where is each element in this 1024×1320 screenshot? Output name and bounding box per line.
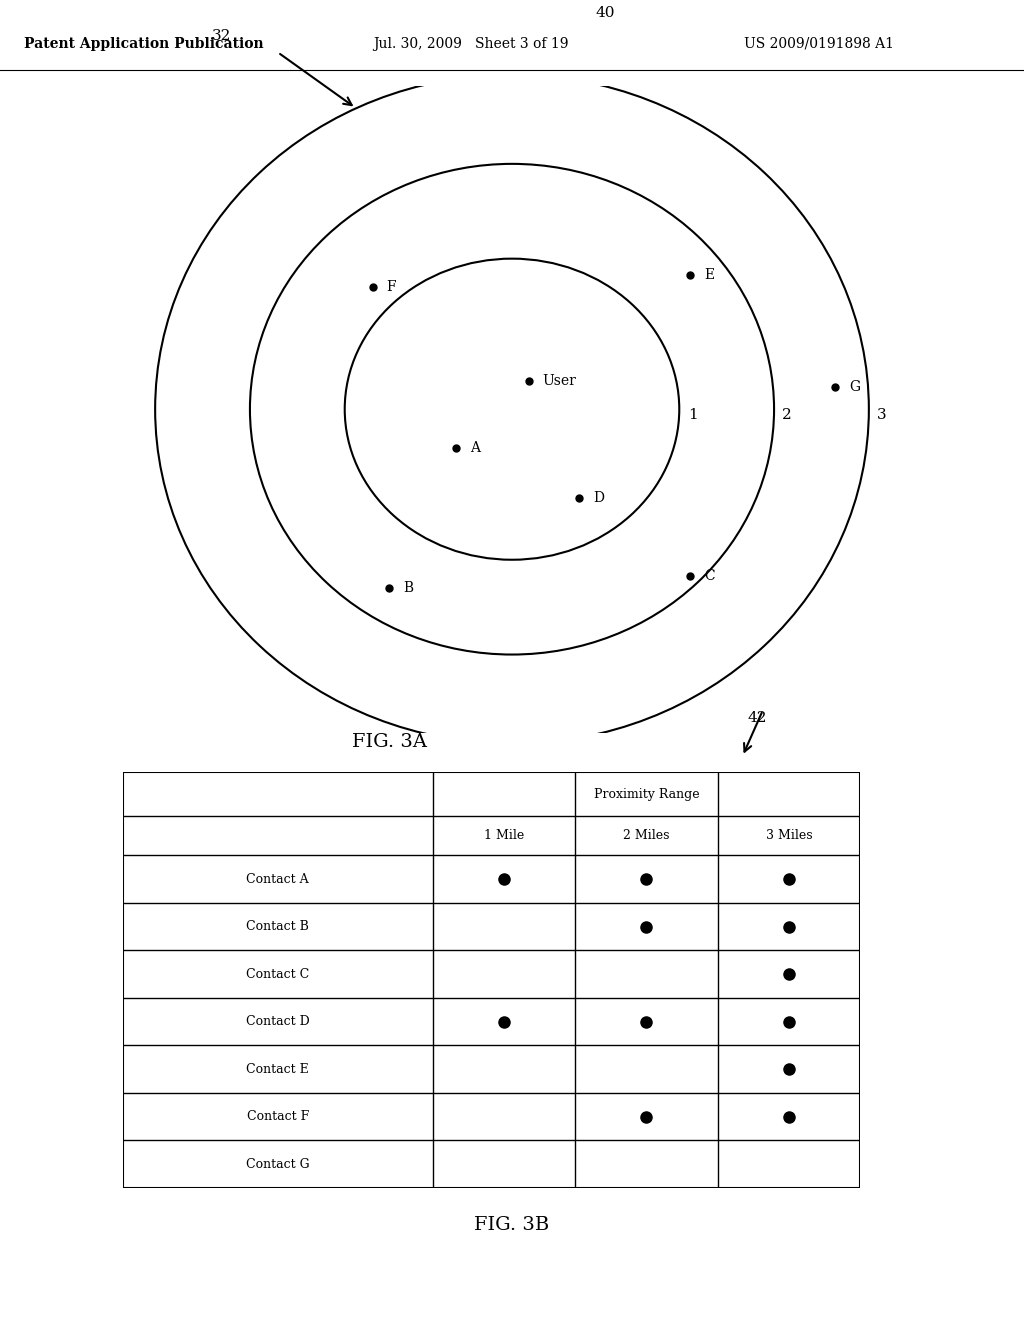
Text: 2: 2 (782, 408, 793, 422)
Text: 42: 42 (748, 711, 767, 725)
Text: F: F (386, 280, 396, 293)
Text: Proximity Range: Proximity Range (594, 788, 699, 800)
Text: Contact G: Contact G (246, 1158, 309, 1171)
Text: US 2009/0191898 A1: US 2009/0191898 A1 (744, 37, 894, 50)
Text: Patent Application Publication: Patent Application Publication (24, 37, 263, 50)
Text: FIG. 3B: FIG. 3B (474, 1216, 550, 1234)
Text: 2 Miles: 2 Miles (623, 829, 670, 842)
Text: C: C (705, 569, 715, 583)
Text: 1 Mile: 1 Mile (483, 829, 524, 842)
Text: 3 Miles: 3 Miles (766, 829, 812, 842)
Text: Contact A: Contact A (247, 873, 309, 886)
Text: E: E (705, 268, 715, 282)
Text: Jul. 30, 2009   Sheet 3 of 19: Jul. 30, 2009 Sheet 3 of 19 (374, 37, 568, 50)
Text: A: A (470, 441, 480, 455)
Text: Contact E: Contact E (247, 1063, 309, 1076)
Text: G: G (849, 380, 860, 393)
Text: 40: 40 (596, 7, 615, 20)
Text: FIG. 3A: FIG. 3A (351, 733, 427, 751)
Text: B: B (403, 581, 414, 594)
Text: Contact D: Contact D (246, 1015, 309, 1028)
Text: Contact C: Contact C (246, 968, 309, 981)
Text: 1: 1 (688, 408, 697, 422)
Text: User: User (543, 375, 577, 388)
Text: Contact F: Contact F (247, 1110, 309, 1123)
Text: 32: 32 (212, 29, 231, 42)
Text: Contact B: Contact B (246, 920, 309, 933)
Text: 3: 3 (878, 408, 887, 422)
Text: D: D (593, 491, 604, 506)
